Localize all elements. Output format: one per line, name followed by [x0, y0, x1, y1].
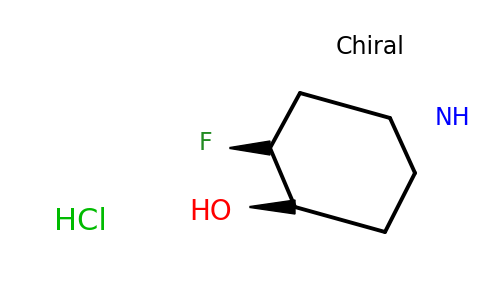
Polygon shape	[230, 141, 270, 155]
Polygon shape	[250, 200, 295, 214]
Text: HO: HO	[189, 198, 232, 226]
Text: NH: NH	[435, 106, 470, 130]
Text: F: F	[198, 131, 212, 155]
Text: HCl: HCl	[54, 208, 106, 236]
Text: Chiral: Chiral	[335, 35, 405, 59]
